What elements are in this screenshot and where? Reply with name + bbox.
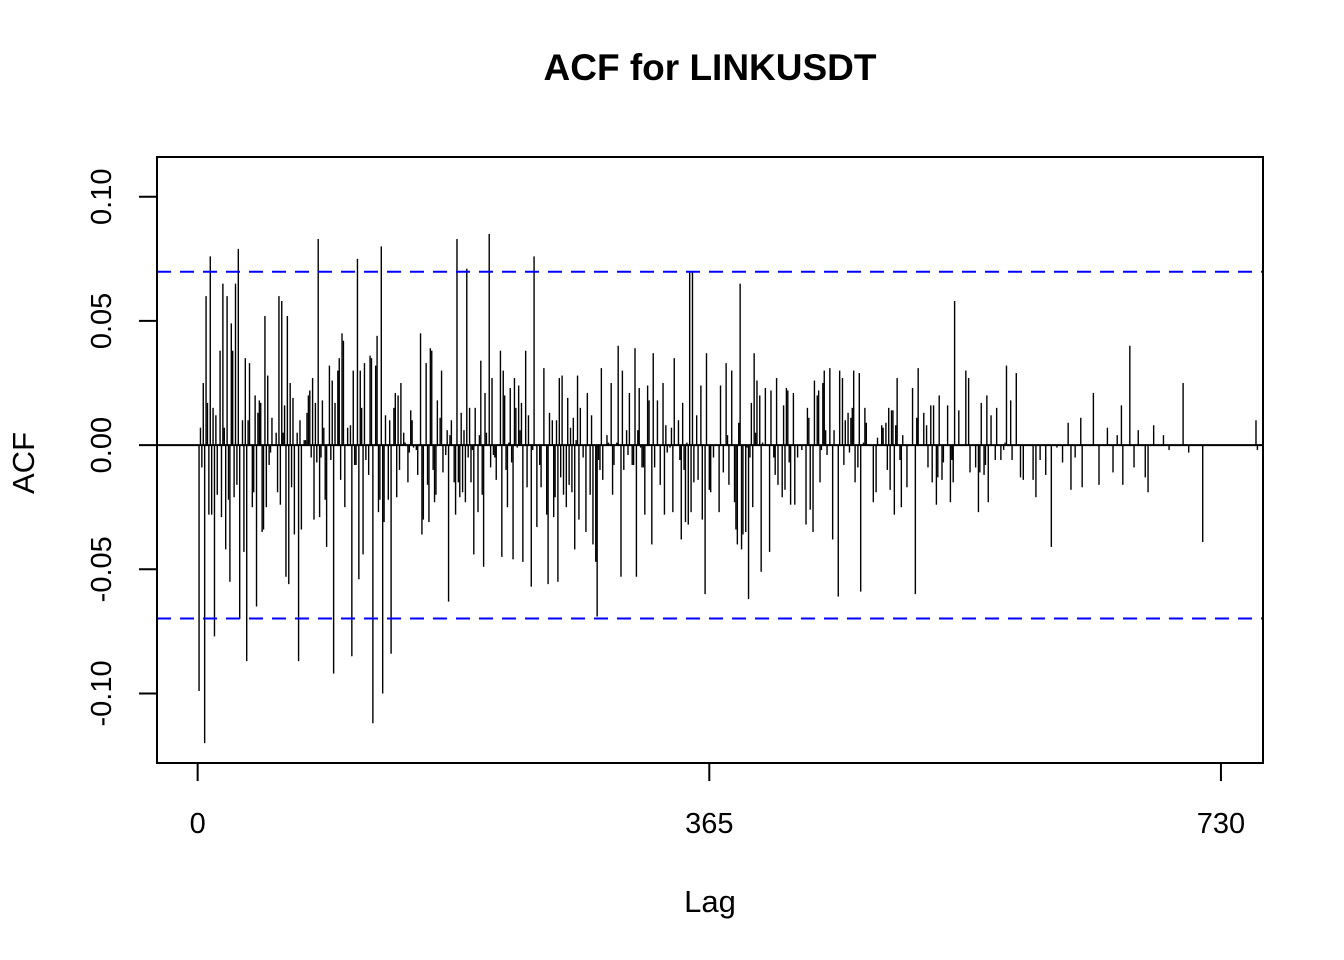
y-tick-label: -0.10 [86, 660, 118, 726]
y-axis: 0.10 0.05 0.00 -0.05 -0.10 [86, 169, 157, 727]
plot-area [156, 156, 1264, 764]
y-tick-label: -0.05 [86, 536, 118, 602]
y-tick-label: 0.10 [86, 169, 118, 225]
x-tick-label: 0 [190, 808, 206, 840]
y-tick-label: 0.05 [86, 293, 118, 349]
y-tick-label: 0.00 [86, 417, 118, 473]
acf-bars [198, 233, 1259, 744]
chart-title: ACF for LINKUSDT [544, 47, 877, 88]
x-tick-label: 365 [685, 808, 733, 840]
plot-frame [156, 156, 1264, 764]
x-tick-label: 730 [1197, 808, 1245, 840]
y-axis-label: ACF [6, 432, 41, 494]
x-axis-label: Lag [684, 884, 736, 919]
x-axis: 0 365 730 [190, 763, 1245, 840]
